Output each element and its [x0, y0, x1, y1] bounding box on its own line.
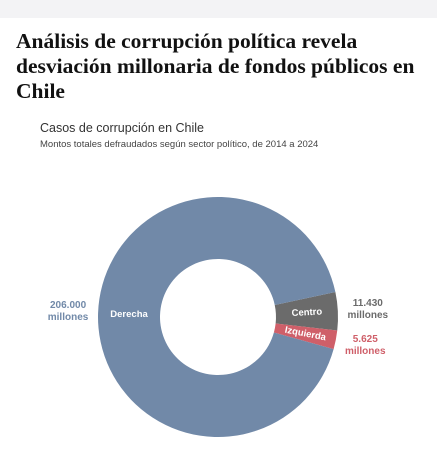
chart-subtitle: Montos totales defraudados según sector …	[40, 139, 319, 150]
slice-label: Centro	[291, 306, 322, 318]
slice-label: Derecha	[110, 309, 148, 320]
slice	[273, 323, 338, 350]
chart-title: Casos de corrupción en Chile	[40, 121, 204, 135]
slice	[98, 197, 336, 438]
slice	[274, 292, 338, 331]
top-bar	[0, 0, 437, 18]
value-label: 5.625 millones	[344, 333, 386, 357]
value-label: 11.430 millones	[347, 297, 389, 321]
headline: Análisis de corrupción política revela d…	[16, 29, 415, 103]
value-label: 206.000 millones	[47, 300, 89, 324]
